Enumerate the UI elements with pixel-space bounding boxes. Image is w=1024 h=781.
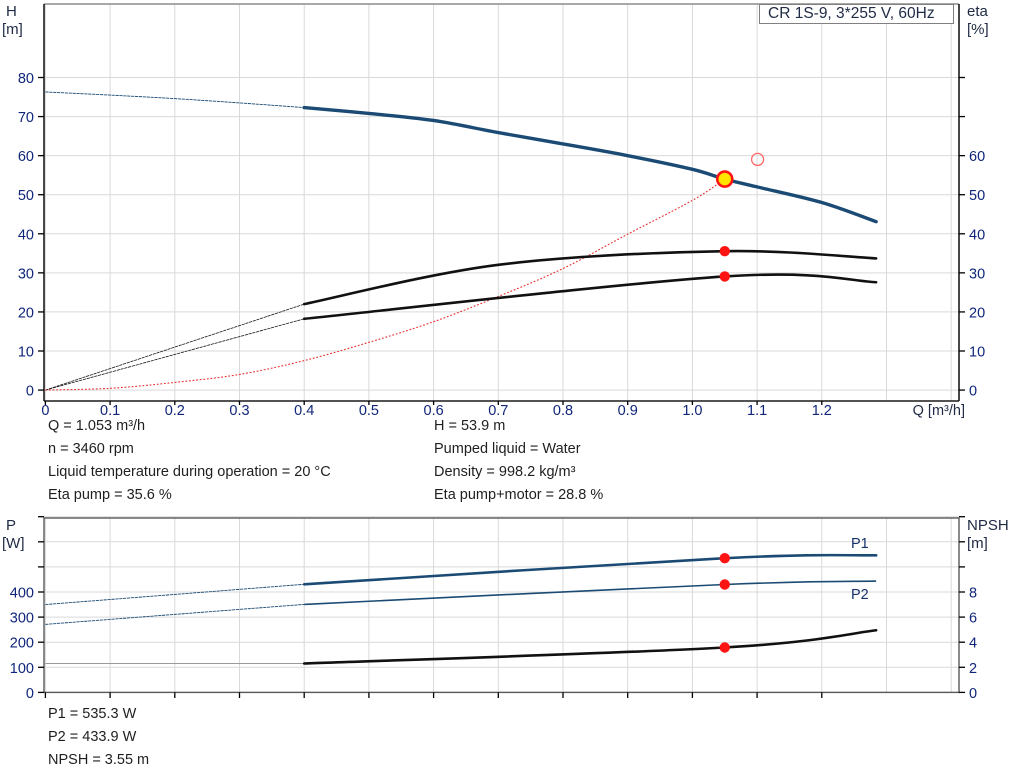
svg-text:1.0: 1.0 (682, 403, 702, 419)
svg-text:0.8: 0.8 (553, 403, 573, 419)
svg-text:P1 = 535.3 W: P1 = 535.3 W (48, 706, 137, 722)
svg-text:Eta pump+motor = 28.8 %: Eta pump+motor = 28.8 % (434, 487, 603, 503)
svg-text:100: 100 (10, 661, 34, 677)
svg-text:eta: eta (967, 3, 989, 20)
svg-text:0.2: 0.2 (165, 403, 185, 419)
svg-text:400: 400 (10, 586, 34, 602)
svg-text:P2 = 433.9 W: P2 = 433.9 W (48, 729, 137, 745)
svg-text:0: 0 (41, 403, 49, 419)
svg-text:P2: P2 (851, 587, 869, 603)
svg-text:0: 0 (26, 686, 34, 702)
svg-text:60: 60 (969, 149, 985, 165)
svg-text:0.6: 0.6 (424, 403, 444, 419)
svg-text:2: 2 (969, 661, 977, 677)
svg-text:[m]: [m] (967, 535, 988, 552)
svg-text:20: 20 (969, 305, 985, 321)
svg-text:6: 6 (969, 611, 977, 627)
svg-text:20: 20 (18, 305, 34, 321)
svg-text:Q [m³/h]: Q [m³/h] (913, 403, 965, 419)
svg-text:Liquid temperature during oper: Liquid temperature during operation = 20… (48, 464, 331, 480)
svg-text:1.2: 1.2 (812, 403, 832, 419)
svg-text:0: 0 (969, 384, 977, 400)
svg-text:30: 30 (969, 266, 985, 282)
svg-text:8: 8 (969, 586, 977, 602)
svg-text:Density = 998.2 kg/m³: Density = 998.2 kg/m³ (434, 464, 576, 480)
svg-text:P: P (6, 517, 16, 534)
svg-text:0.1: 0.1 (100, 403, 120, 419)
svg-text:300: 300 (10, 611, 34, 627)
svg-text:Q = 1.053 m³/h: Q = 1.053 m³/h (48, 418, 145, 434)
svg-text:0.5: 0.5 (359, 403, 379, 419)
svg-text:[%]: [%] (967, 21, 989, 38)
svg-text:50: 50 (18, 188, 34, 204)
svg-text:0.9: 0.9 (618, 403, 638, 419)
svg-text:P1: P1 (851, 536, 869, 552)
svg-text:0: 0 (26, 384, 34, 400)
svg-text:[W]: [W] (2, 535, 25, 552)
svg-text:70: 70 (18, 110, 34, 126)
svg-text:Eta pump = 35.6 %: Eta pump = 35.6 % (48, 487, 172, 503)
svg-text:60: 60 (18, 149, 34, 165)
svg-text:4: 4 (969, 636, 977, 652)
svg-text:CR 1S-9, 3*255 V, 60Hz: CR 1S-9, 3*255 V, 60Hz (768, 5, 935, 22)
svg-text:NPSH: NPSH (967, 517, 1009, 534)
svg-text:0.4: 0.4 (294, 403, 314, 419)
svg-text:0.7: 0.7 (488, 403, 508, 419)
svg-text:30: 30 (18, 266, 34, 282)
svg-text:0: 0 (969, 686, 977, 702)
svg-text:200: 200 (10, 636, 34, 652)
svg-text:40: 40 (18, 227, 34, 243)
svg-text:[m]: [m] (2, 21, 23, 38)
svg-text:n = 3460 rpm: n = 3460 rpm (48, 441, 134, 457)
svg-text:40: 40 (969, 227, 985, 243)
svg-text:H = 53.9 m: H = 53.9 m (434, 418, 505, 434)
svg-text:10: 10 (969, 345, 985, 361)
svg-text:NPSH = 3.55 m: NPSH = 3.55 m (48, 752, 149, 768)
svg-text:1.1: 1.1 (747, 403, 767, 419)
svg-text:50: 50 (969, 188, 985, 204)
svg-text:Pumped liquid = Water: Pumped liquid = Water (434, 441, 581, 457)
svg-text:10: 10 (18, 345, 34, 361)
svg-text:80: 80 (18, 71, 34, 87)
svg-text:0.3: 0.3 (229, 403, 249, 419)
svg-text:H: H (6, 3, 17, 20)
